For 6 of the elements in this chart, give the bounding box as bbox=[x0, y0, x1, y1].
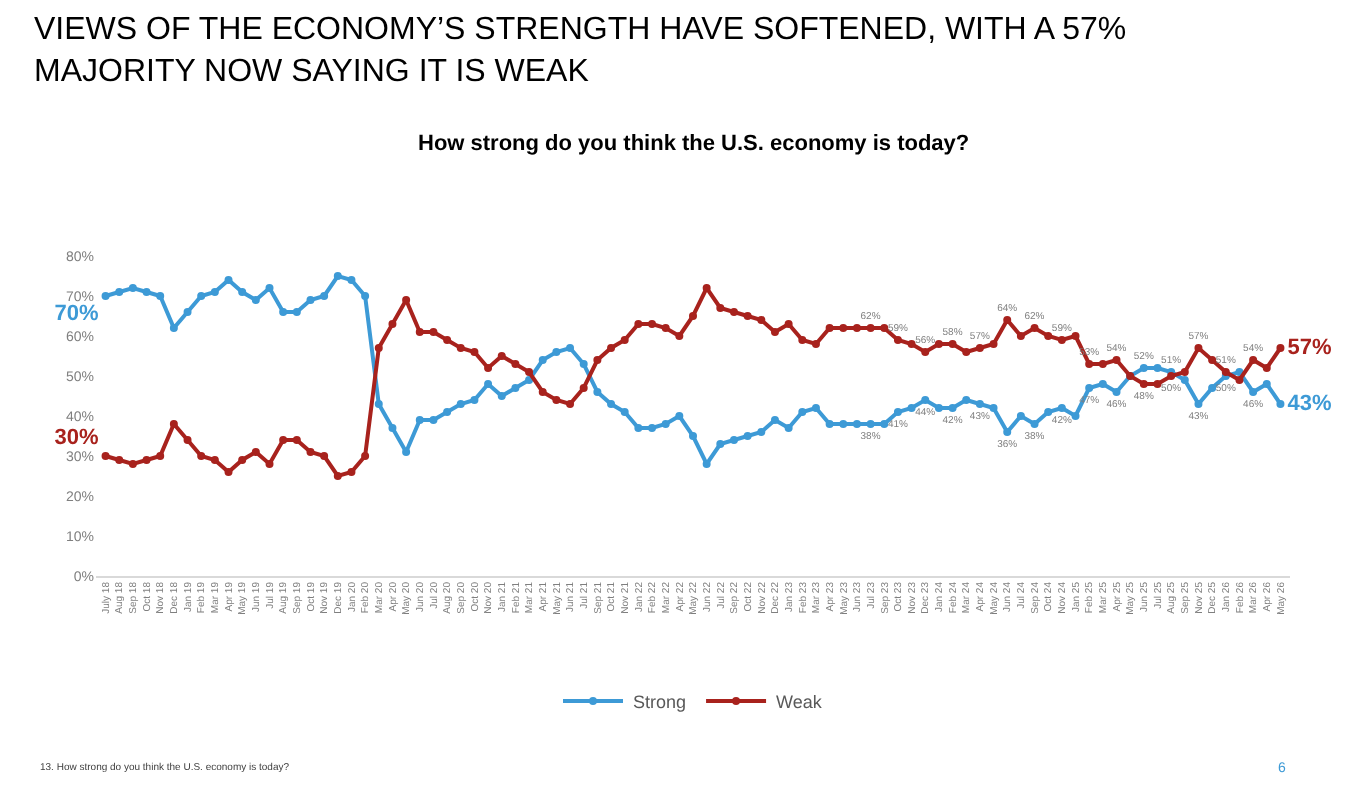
legend-label: Weak bbox=[776, 692, 823, 713]
chart-title: VIEWS OF THE ECONOMY’S STRENGTH HAVE SOFTENED, WITH A 57% MAJORITY NOW SAYING IT IS WEAK bbox=[34, 13, 1127, 89]
data-label: 57% bbox=[1287, 335, 1332, 360]
data-label: 43% bbox=[1287, 391, 1332, 416]
chart-subtitle: How strong do you think the U.S. economy is today? bbox=[418, 132, 970, 156]
legend-label: Strong bbox=[633, 692, 687, 713]
